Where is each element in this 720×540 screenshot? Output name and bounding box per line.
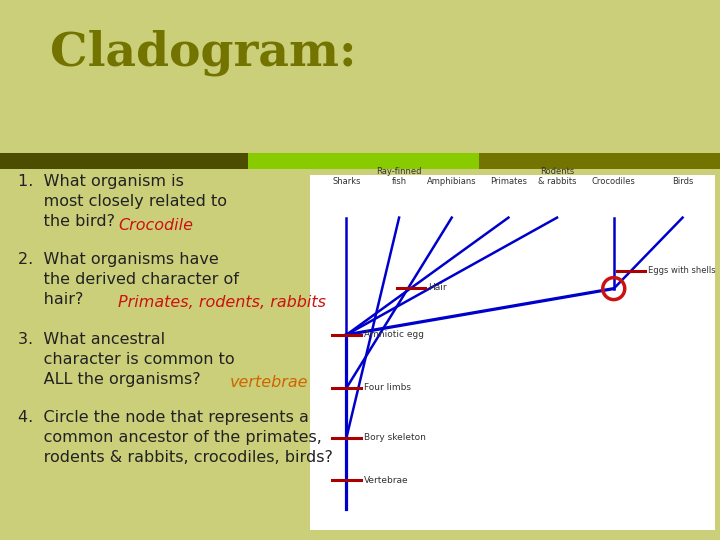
Text: Eggs with shells: Eggs with shells — [648, 266, 716, 275]
Text: Rodents
& rabbits: Rodents & rabbits — [538, 167, 576, 186]
Text: Primates, rodents, rabbits: Primates, rodents, rabbits — [118, 295, 326, 310]
Bar — [0, 153, 248, 169]
Text: Bory skeleton: Bory skeleton — [364, 433, 426, 442]
Text: Birds: Birds — [672, 177, 693, 186]
Text: Sharks: Sharks — [332, 177, 361, 186]
Text: Amphibians: Amphibians — [427, 177, 477, 186]
Bar — [310, 175, 715, 530]
Text: Cladogram:: Cladogram: — [50, 30, 356, 77]
Text: Crocodile: Crocodile — [118, 218, 193, 233]
Text: Vertebrae: Vertebrae — [364, 476, 408, 485]
Text: Hair: Hair — [428, 284, 447, 292]
Text: Four limbs: Four limbs — [364, 383, 410, 393]
Text: Ray-finned
fish: Ray-finned fish — [377, 167, 422, 186]
Text: Amniotic egg: Amniotic egg — [364, 330, 423, 339]
Text: vertebrae: vertebrae — [230, 375, 308, 390]
Text: 2.  What organisms have
     the derived character of
     hair?: 2. What organisms have the derived chara… — [18, 252, 239, 307]
Text: 4.  Circle the node that represents a
     common ancestor of the primates,
    : 4. Circle the node that represents a com… — [18, 410, 333, 464]
Text: Crocodiles: Crocodiles — [592, 177, 636, 186]
Text: 3.  What ancestral
     character is common to
     ALL the organisms?: 3. What ancestral character is common to… — [18, 332, 235, 387]
Text: Primates: Primates — [490, 177, 527, 186]
Bar — [248, 153, 479, 169]
Text: 1.  What organism is
     most closely related to
     the bird?: 1. What organism is most closely related… — [18, 174, 227, 228]
Bar — [479, 153, 720, 169]
